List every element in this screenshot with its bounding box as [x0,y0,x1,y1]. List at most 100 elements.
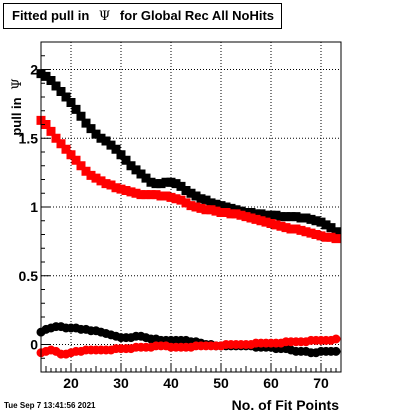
data-point [71,155,81,165]
data-point [326,223,336,233]
data-point [91,129,101,139]
data-point [121,186,131,195]
data-point [151,190,161,200]
chart-title-prefix: Fitted pull in [12,8,90,23]
data-point [86,124,96,134]
data-point [81,118,91,128]
data-point [46,126,56,136]
data-point [281,223,291,233]
data-point [186,201,196,211]
data-point [66,98,76,107]
data-point [316,231,326,241]
data-point [296,213,306,223]
data-point [126,161,136,171]
data-point [181,186,191,195]
chart-title-suffix: for Global Rec All NoHits [119,8,275,23]
data-point [146,177,156,187]
data-point [331,234,341,244]
data-point [201,195,211,205]
data-point [211,206,221,216]
data-series [36,69,341,359]
y-tick-label: 1 [30,199,38,215]
data-point [256,216,266,226]
data-point [141,173,151,183]
data-point [301,227,311,237]
data-point [266,210,276,220]
x-tick-label: 30 [113,375,129,391]
data-point [41,71,51,81]
data-point [176,181,186,191]
x-tick-label: 70 [313,375,329,391]
data-point [326,232,336,242]
data-point [91,173,101,183]
y-axis-label: pull in Ψ [9,78,25,135]
data-point [161,177,171,187]
chart-title-psi-symbol: Ψ [98,9,111,24]
data-point [106,140,116,150]
data-point [111,183,121,193]
data-point [321,220,331,230]
chart-title: Fitted pull in Ψ for Global Rec All NoHi… [3,3,282,29]
x-tick-label: 40 [163,375,179,391]
data-point [106,180,116,190]
data-point [61,144,71,154]
data-point [306,228,316,238]
data-point [51,133,61,143]
data-point [261,210,271,220]
timestamp: Tue Sep 7 13:41:56 2021 [4,401,96,410]
data-point [146,190,156,200]
data-point [166,192,176,202]
data-point [196,203,206,213]
data-point [56,139,66,149]
data-point [331,346,341,356]
y-tick-label: 1.5 [19,130,39,146]
data-point [286,212,296,222]
data-point [221,208,231,217]
data-point [246,208,256,217]
y-tick-label: 2 [30,62,38,78]
data-point [221,202,231,212]
data-point [216,201,226,211]
data-point [291,224,301,234]
data-point [66,150,76,160]
data-point [116,150,126,160]
data-point [56,87,66,96]
data-point [256,209,266,219]
data-point [191,191,201,201]
data-point [316,217,326,227]
data-point [96,133,106,143]
series-4 [36,334,341,359]
x-tick-label: 50 [213,375,229,391]
data-point [241,212,251,222]
data-point [321,232,331,242]
y-axis-label-text: pull in [9,97,24,135]
data-point [76,111,86,121]
data-point [206,205,216,215]
data-point [266,219,276,228]
data-point [186,188,196,198]
data-point [311,230,321,239]
data-point [81,166,91,176]
data-point [116,184,126,194]
data-point [281,212,291,222]
data-point [236,210,246,220]
data-point [331,227,341,237]
axes: 20 30 40 50 60 70 0 0.5 1 1.5 2 [19,41,342,391]
data-point [291,212,301,222]
data-point [61,92,71,102]
data-point [231,209,241,219]
data-point [101,136,111,146]
data-point [311,216,321,226]
data-point [216,208,226,217]
data-point [301,213,311,223]
series-2 [36,115,341,244]
data-point [211,199,221,209]
data-point [156,191,166,201]
data-point [76,161,86,171]
data-point [196,194,206,204]
data-point [171,194,181,204]
y-tick-label: 0.5 [19,268,39,284]
data-point [131,188,141,198]
data-point [276,221,286,231]
data-point [71,104,81,114]
